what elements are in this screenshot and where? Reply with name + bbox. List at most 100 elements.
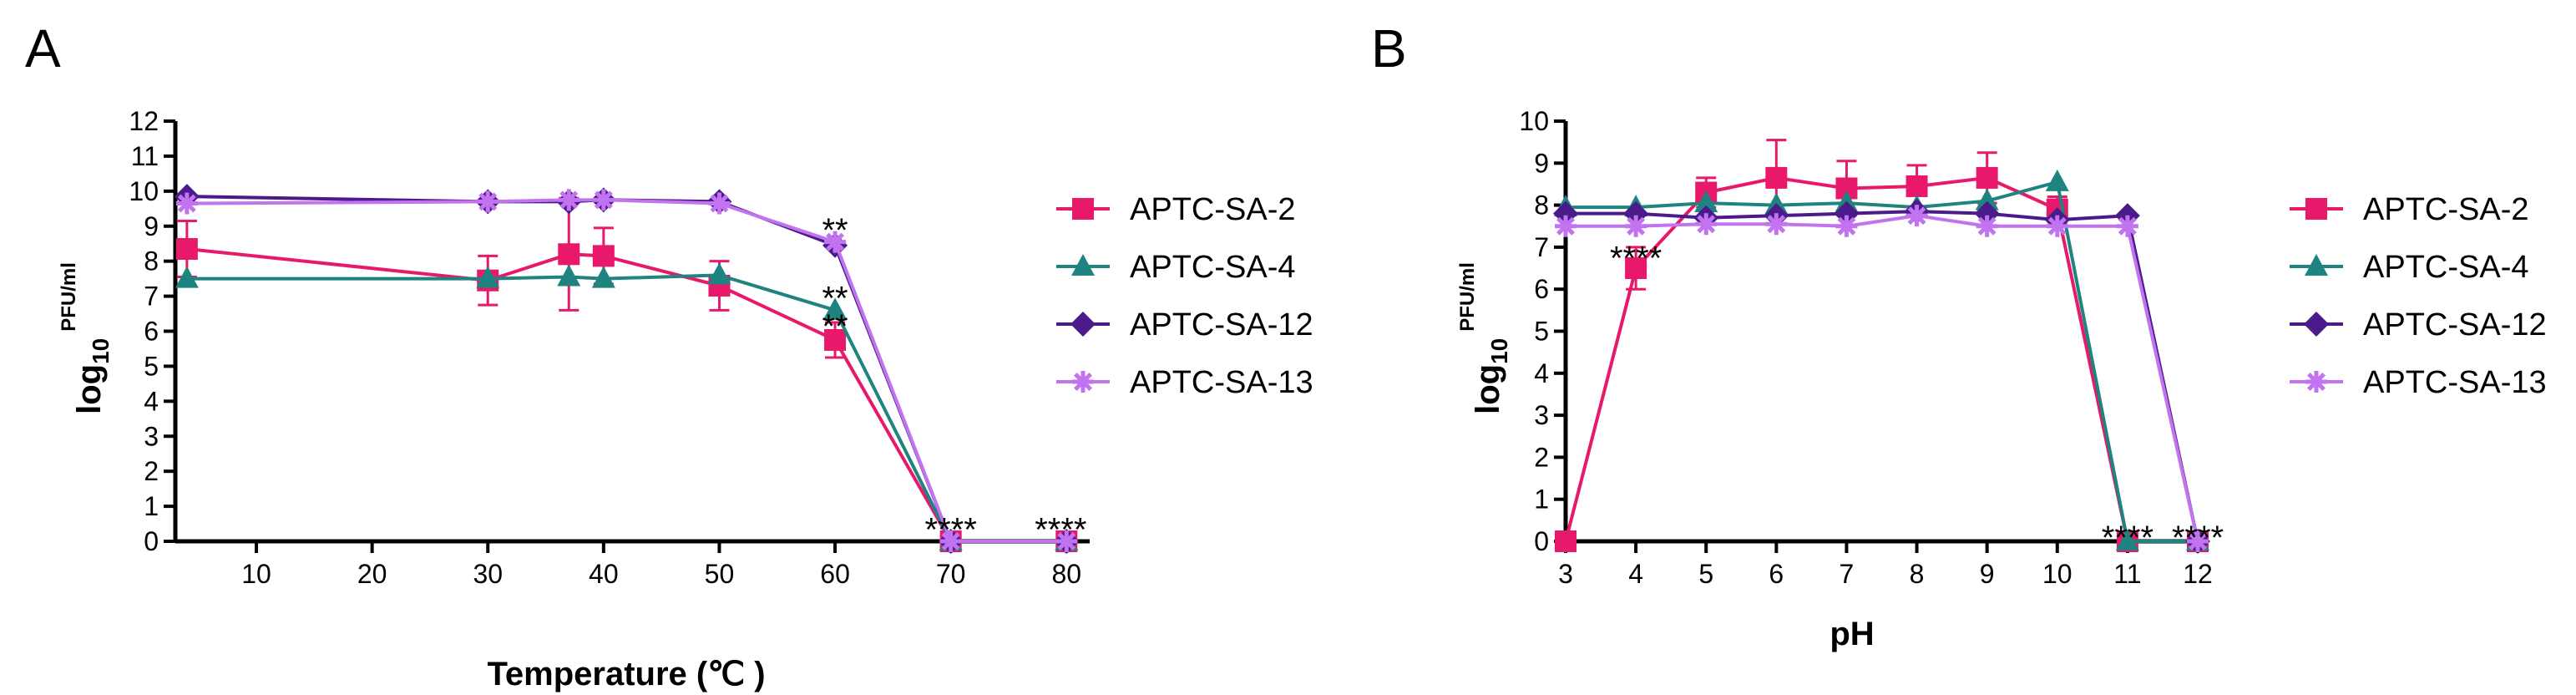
legend-label: APTC-SA-4 <box>2363 250 2528 285</box>
series-line <box>1566 210 2199 542</box>
series-line <box>186 198 1067 543</box>
data-point <box>175 237 198 260</box>
panel-b-series <box>1553 139 2210 554</box>
legend-marker <box>2304 312 2329 337</box>
series-aptc-sa-13 <box>1555 205 2209 552</box>
legend-label: APTC-SA-2 <box>2363 192 2528 227</box>
legend-label: APTC-SA-2 <box>1130 192 1295 227</box>
data-point <box>175 192 198 215</box>
panel-a-series <box>174 184 1080 554</box>
significance-annotation: **** <box>2102 520 2153 556</box>
y-tick-label: 12 <box>129 106 159 136</box>
y-tick-label: 11 <box>131 141 159 171</box>
series-aptc-sa-13 <box>175 189 1078 552</box>
x-tick-label: 70 <box>936 559 966 589</box>
x-tick-label: 50 <box>705 559 735 589</box>
panel-b-ylabel-sup: PFU/ml <box>1456 262 1479 332</box>
x-tick-label: 80 <box>1051 559 1081 589</box>
legend-label: APTC-SA-4 <box>1130 250 1295 285</box>
data-point <box>591 266 615 288</box>
data-point <box>1905 175 1928 197</box>
data-point <box>824 328 847 351</box>
y-tick-label: 7 <box>144 282 159 312</box>
panel-a-legend: APTC-SA-2 APTC-SA-4 APTC-SA-12 APTC-SA-13 <box>1056 192 1313 400</box>
data-point <box>2046 215 2068 237</box>
series-line <box>186 273 1067 543</box>
y-tick-label: 9 <box>1534 148 1549 178</box>
legend-marker <box>2305 254 2328 276</box>
data-point <box>1835 215 1858 237</box>
y-tick-label: 2 <box>1534 442 1549 472</box>
data-point <box>476 266 500 288</box>
y-tick-label: 2 <box>144 456 159 486</box>
data-point <box>1976 166 1998 189</box>
y-tick-label: 5 <box>1534 317 1549 347</box>
significance-annotation: ** <box>822 281 848 317</box>
y-tick-label: 3 <box>144 421 159 451</box>
panel-b-legend: APTC-SA-2 APTC-SA-4 APTC-SA-12 APTC-SA-13 <box>2290 192 2547 400</box>
legend-label: APTC-SA-12 <box>1130 307 1313 342</box>
data-point <box>1695 213 1718 236</box>
data-point <box>2116 215 2138 237</box>
x-tick-label: 60 <box>820 559 850 589</box>
y-tick-label: 3 <box>1534 400 1549 430</box>
x-tick-label: 7 <box>1840 559 1855 589</box>
data-point <box>823 297 848 320</box>
svg-text:log10PFU/ml: log10 PFU/ml <box>1456 262 1512 414</box>
significance-annotation: **** <box>2172 520 2224 556</box>
panel-a-annotations: ********** **** <box>822 212 1086 548</box>
legend-entry: APTC-SA-13 <box>2290 365 2547 400</box>
series-aptc-sa-12 <box>174 184 1080 554</box>
data-point <box>592 245 615 267</box>
legend-label: APTC-SA-12 <box>2363 307 2547 342</box>
legend-entry: APTC-SA-2 <box>2290 192 2528 227</box>
x-tick-label: 5 <box>1698 559 1713 589</box>
data-point <box>1975 188 1999 211</box>
x-tick-label: 40 <box>589 559 619 589</box>
data-point <box>1555 530 1576 552</box>
y-tick-label: 6 <box>144 317 159 347</box>
panel-a-ylabel-sup: PFU/ml <box>58 262 80 332</box>
data-point <box>708 192 731 215</box>
y-tick-label: 4 <box>1534 358 1549 388</box>
y-tick-label: 10 <box>129 176 159 206</box>
x-tick-label: 30 <box>473 559 503 589</box>
legend-marker <box>2305 198 2327 220</box>
data-point <box>824 231 847 253</box>
svg-text:log10PFU/ml: log10 PFU/ml <box>58 262 114 414</box>
legend-entry: APTC-SA-12 <box>2290 307 2547 342</box>
x-tick-label: 20 <box>357 559 387 589</box>
x-tick-label: 3 <box>1558 559 1573 589</box>
panel-b-ylabel-log: log <box>1470 364 1506 414</box>
legend-label: APTC-SA-13 <box>2363 365 2547 400</box>
legend-marker <box>1070 312 1096 337</box>
y-tick-label: 8 <box>144 246 159 276</box>
data-point <box>939 530 962 552</box>
panel-b-annotations: **** **** **** <box>1610 240 2224 555</box>
series-line <box>1566 180 2198 543</box>
data-point <box>1625 215 1647 237</box>
panel-b-y-axis-title: log10 PFU/ml <box>1456 262 1512 414</box>
y-tick-label: 1 <box>1534 484 1549 515</box>
x-tick-label: 4 <box>1628 559 1643 589</box>
y-tick-label: 5 <box>144 351 159 381</box>
data-point <box>1765 213 1788 236</box>
legend-label: APTC-SA-13 <box>1130 365 1313 400</box>
data-point <box>477 190 499 213</box>
data-point <box>558 243 580 266</box>
data-point <box>1055 530 1078 552</box>
panel-b-ylabel-sub: 10 <box>1486 338 1512 364</box>
x-tick-label: 8 <box>1910 559 1925 589</box>
legend-entry: APTC-SA-4 <box>1056 250 1295 285</box>
legend-entry: APTC-SA-4 <box>2290 250 2528 285</box>
legend-entry: APTC-SA-12 <box>1056 307 1313 342</box>
y-tick-label: 7 <box>1534 232 1549 262</box>
y-tick-label: 0 <box>1534 526 1549 556</box>
legend-marker <box>1072 198 1094 220</box>
data-point <box>707 262 731 285</box>
data-point <box>1765 166 1788 189</box>
data-point <box>558 189 580 211</box>
